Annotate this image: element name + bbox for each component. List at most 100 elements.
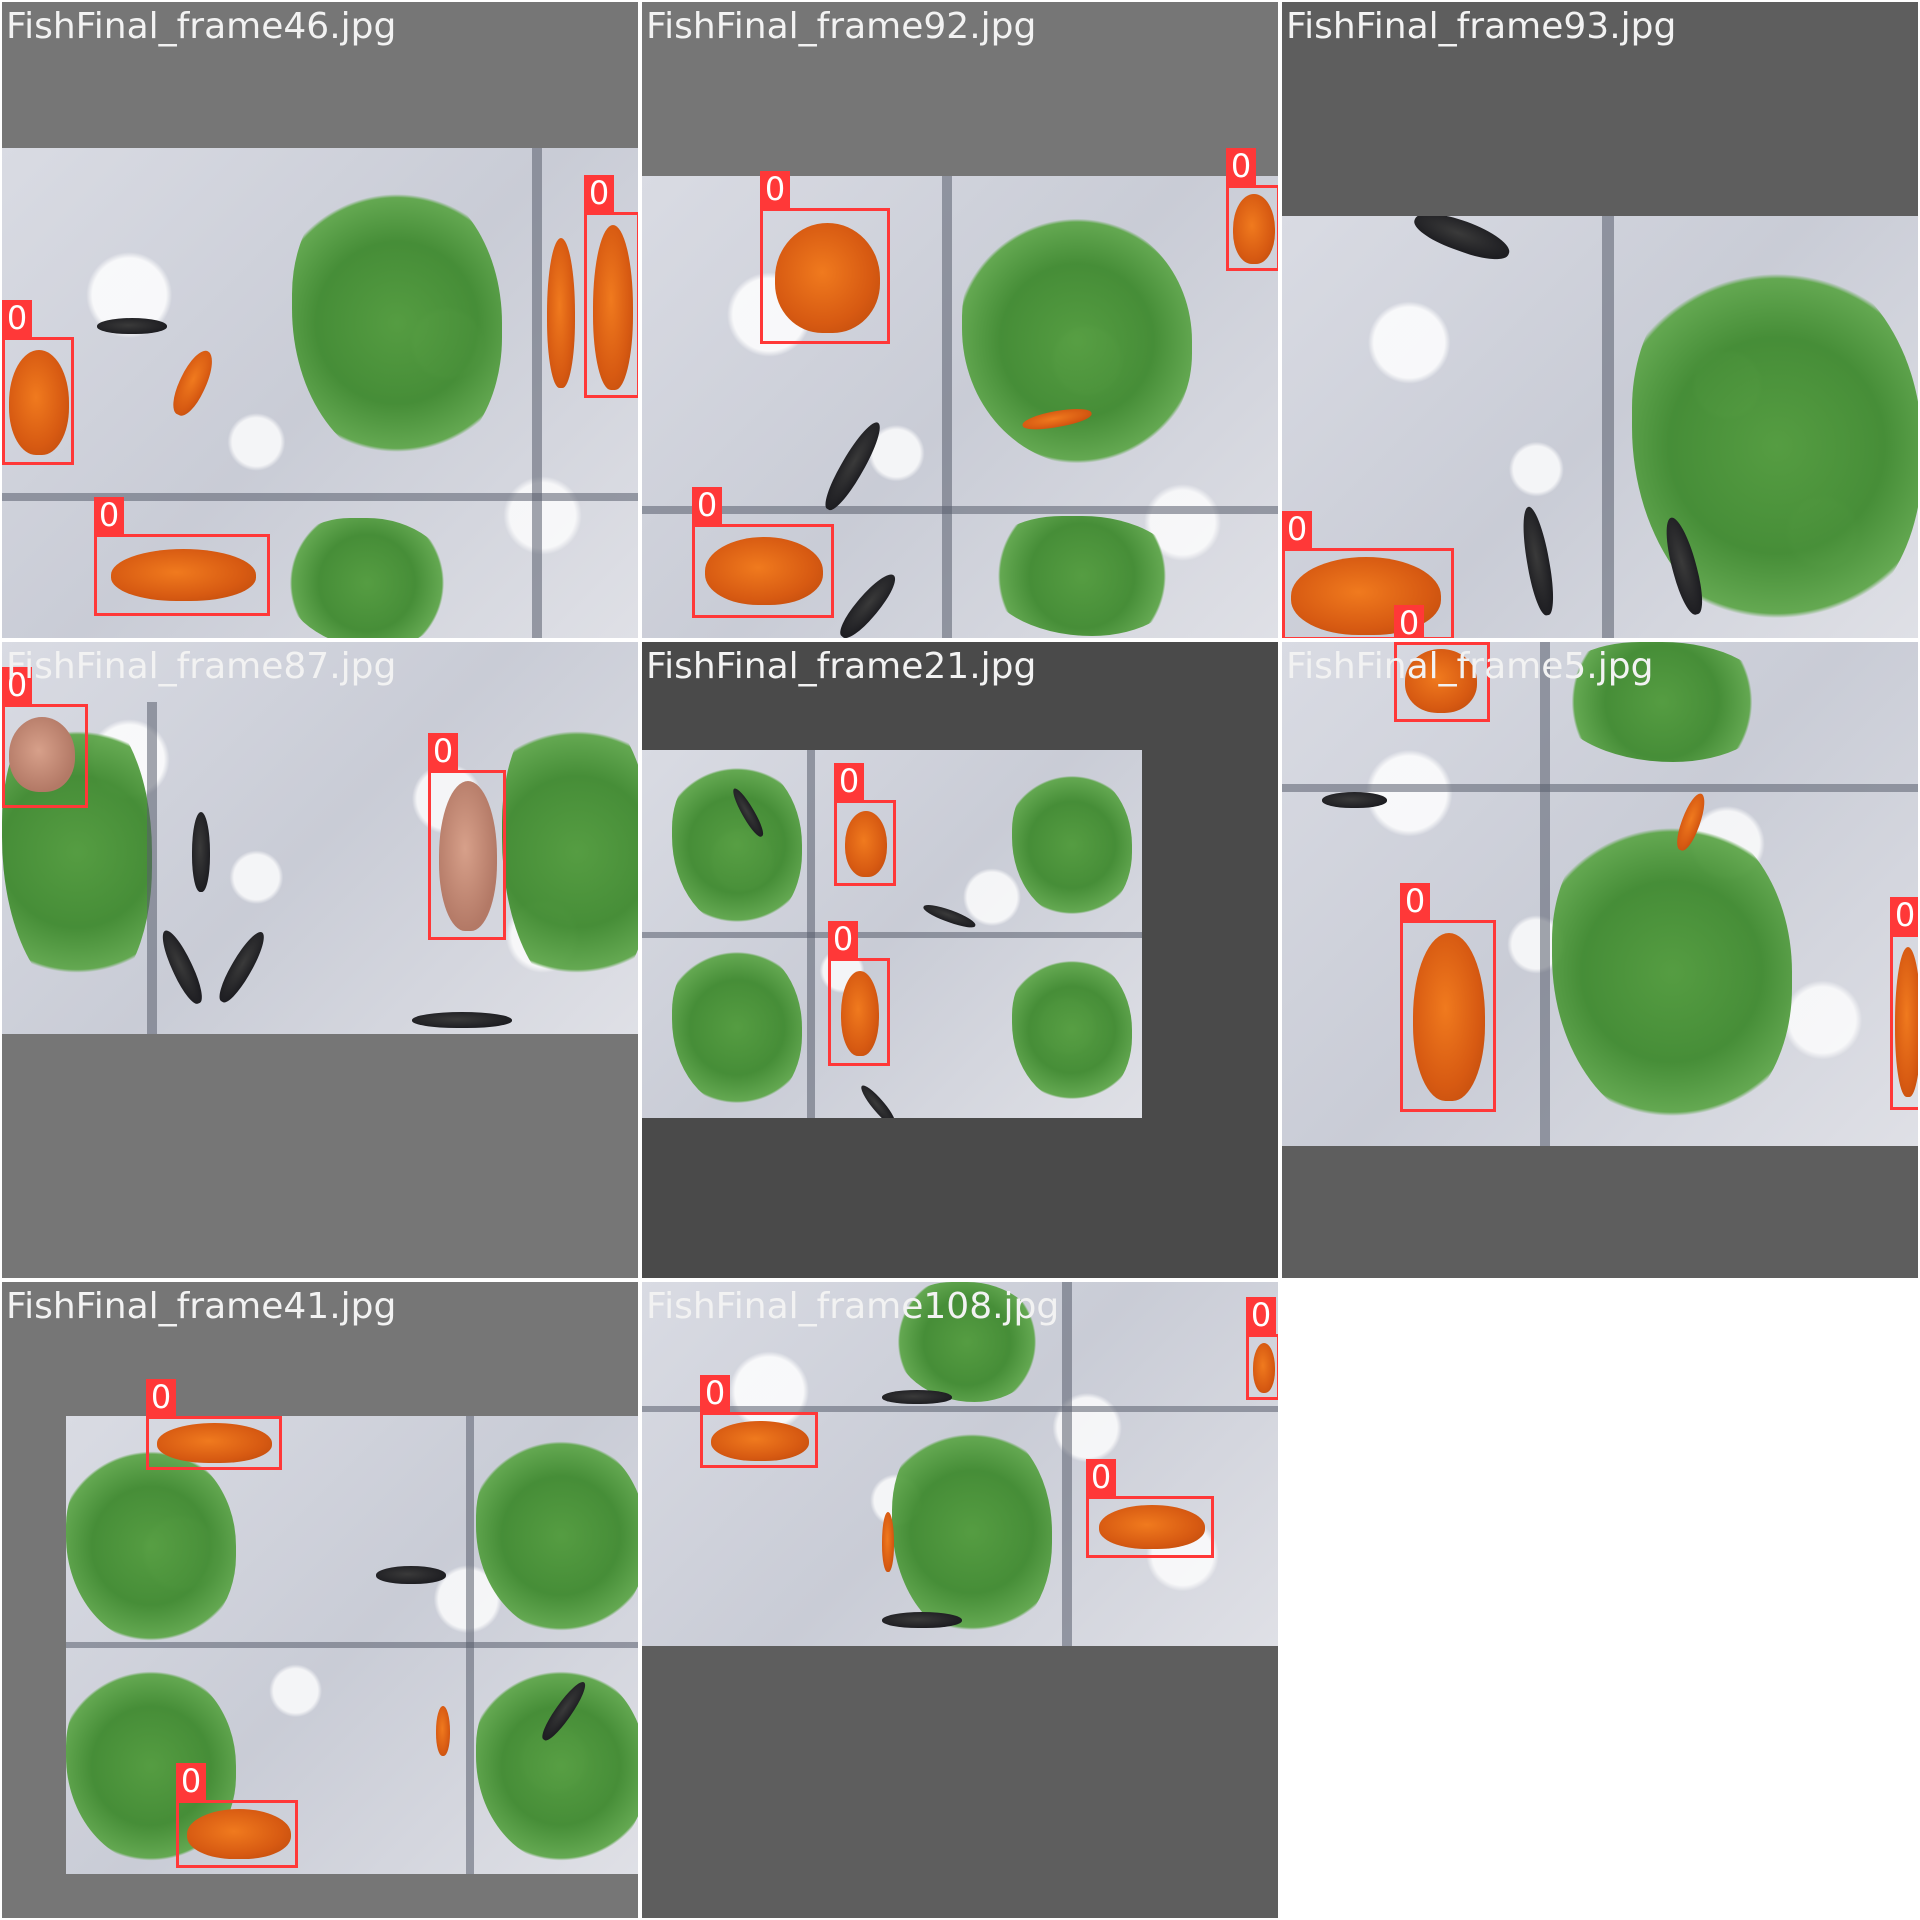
plant [476, 1436, 638, 1636]
tank-divider [66, 1642, 638, 1648]
detection-box: 0 [760, 171, 890, 344]
tank-photo [1282, 642, 1918, 1146]
class-label: 0 [1086, 1459, 1116, 1496]
class-label: 0 [692, 487, 722, 524]
fish [1233, 194, 1275, 264]
detection-box: 0 [1282, 511, 1454, 638]
plant [892, 1422, 1052, 1642]
class-label: 0 [2, 667, 32, 704]
plant [282, 518, 452, 638]
detection-box: 0 [1400, 883, 1496, 1112]
fish [845, 811, 887, 877]
fish [882, 1390, 952, 1404]
detection-box: 0 [700, 1375, 818, 1468]
fish [1322, 792, 1387, 808]
class-label: 0 [760, 171, 790, 208]
plant [502, 702, 638, 1002]
tank-divider [1062, 1282, 1072, 1646]
detection-box: 0 [2, 300, 74, 465]
plant [292, 178, 502, 468]
plant [962, 216, 1192, 466]
class-label: 0 [1246, 1297, 1276, 1334]
plant [1552, 812, 1792, 1132]
fish [9, 717, 75, 792]
fish [711, 1421, 809, 1461]
class-label: 0 [2, 300, 32, 337]
fish [593, 225, 633, 390]
tile-frame5: 0 0 0 FishFinal_frame5.jpg [1282, 642, 1918, 1278]
class-label: 0 [834, 763, 864, 800]
tank-divider [642, 506, 1278, 514]
image-filename: FishFinal_frame41.jpg [6, 1286, 397, 1327]
image-filename: FishFinal_frame46.jpg [6, 6, 397, 47]
tile-frame41: 0 0 FishFinal_frame41.jpg [2, 1282, 638, 1918]
detection-box: 0 [834, 763, 896, 886]
fish [166, 345, 220, 421]
tank-photo [66, 1416, 638, 1874]
detection-box: 0 [1226, 148, 1278, 271]
fish [412, 1012, 512, 1028]
tank-divider [147, 702, 157, 1034]
fish [1413, 933, 1485, 1101]
fish [187, 1809, 291, 1859]
fish [1099, 1505, 1205, 1549]
fish [213, 927, 271, 1007]
plant [476, 1666, 638, 1866]
fish [111, 549, 256, 601]
fish [921, 900, 978, 932]
tile-frame108: 0 0 0 FishFinal_frame108.jpg [642, 1282, 1278, 1918]
detection-box: 0 [1890, 897, 1918, 1110]
tank-divider [642, 932, 1142, 938]
tile-frame46: 0 0 0 FishFinal_frame46.jpg [2, 2, 638, 638]
detection-box: 0 [428, 733, 506, 940]
fish [1517, 504, 1559, 618]
image-filename: FishFinal_frame87.jpg [6, 646, 397, 687]
tank-divider [1540, 642, 1550, 1146]
fish [1405, 649, 1477, 713]
fish [882, 1512, 894, 1572]
fish [1895, 947, 1918, 1097]
detection-box: 0 [584, 175, 638, 398]
tank-divider [942, 176, 952, 638]
tank-divider [1282, 784, 1918, 792]
class-label: 0 [428, 733, 458, 770]
tile-frame93: 0 0 FishFinal_frame93.jpg [1282, 2, 1918, 638]
tank-divider [642, 1406, 1278, 1412]
tank-divider [2, 493, 638, 501]
class-label: 0 [1394, 605, 1424, 638]
fish [1409, 216, 1515, 268]
class-label: 0 [1226, 148, 1256, 185]
fish [547, 238, 575, 388]
plant [1012, 770, 1132, 920]
tank-photo [642, 1282, 1278, 1646]
class-label: 0 [828, 921, 858, 958]
class-label: 0 [584, 175, 614, 212]
class-label: 0 [700, 1375, 730, 1412]
plant [672, 760, 802, 930]
fish [841, 971, 879, 1056]
class-label: 0 [94, 497, 124, 534]
fish [436, 1706, 450, 1756]
plant [1012, 955, 1132, 1105]
fish [97, 318, 167, 334]
plant [1552, 642, 1772, 762]
fish [156, 926, 208, 1008]
detection-box: 0 [1086, 1459, 1214, 1558]
detection-box: 0 [176, 1763, 298, 1868]
tile-frame21: 0 0 FishFinal_frame21.jpg [642, 642, 1278, 1278]
image-filename: FishFinal_frame21.jpg [646, 646, 1037, 687]
plant [672, 945, 802, 1110]
tank-photo [2, 642, 638, 1034]
tank-photo [2, 148, 638, 638]
plant [982, 516, 1182, 636]
plant [66, 1446, 236, 1646]
class-label: 0 [1282, 511, 1312, 548]
class-label: 0 [146, 1379, 176, 1416]
image-filename: FishFinal_frame93.jpg [1286, 6, 1677, 47]
image-filename: FishFinal_frame108.jpg [646, 1286, 1060, 1327]
image-filename: FishFinal_frame5.jpg [1286, 646, 1654, 687]
fish [1253, 1343, 1275, 1393]
detection-box: 0 [1246, 1297, 1278, 1400]
detection-box: 0 [692, 487, 834, 618]
